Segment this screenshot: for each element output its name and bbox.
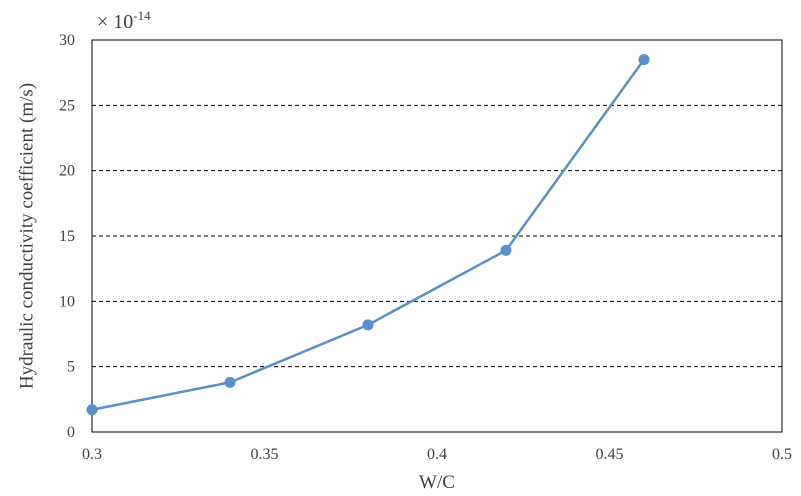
x-tick-label: 0.4	[427, 446, 447, 463]
data-point	[362, 319, 374, 331]
x-tick-label: 0.3	[82, 446, 102, 463]
x-tick-label: 0.5	[772, 446, 792, 463]
plot-area-frame	[91, 39, 783, 433]
x-tick-labels: 0.3 0.35 0.4 0.45 0.5	[82, 446, 792, 463]
x-axis-title: W/C	[419, 472, 455, 493]
x-tick-label: 0.35	[251, 446, 279, 463]
data-point	[638, 54, 650, 66]
y-multiplier-base: × 10	[97, 11, 133, 33]
x-tick-label: 0.45	[596, 446, 624, 463]
y-multiplier-exponent: -14	[133, 8, 151, 23]
y-tick-label: 30	[59, 32, 75, 49]
y-tick-label: 20	[59, 163, 75, 180]
y-tick-label: 25	[59, 97, 75, 114]
grid-lines	[92, 104, 782, 368]
data-point	[224, 376, 236, 388]
data-point	[500, 244, 512, 256]
y-tick-label: 10	[59, 293, 75, 310]
y-multiplier-label: × 10-14	[97, 8, 151, 33]
y-tick-label: 0	[67, 424, 75, 441]
y-tick-labels: 0 5 10 15 20 25 30	[59, 32, 75, 441]
y-tick-label: 15	[59, 228, 75, 245]
series-line	[91, 58, 646, 412]
data-point	[86, 404, 98, 416]
y-tick-label: 5	[67, 359, 75, 376]
series	[86, 54, 650, 416]
y-axis-title: Hydraulic conductivity coefficient (m/s)	[17, 83, 38, 389]
